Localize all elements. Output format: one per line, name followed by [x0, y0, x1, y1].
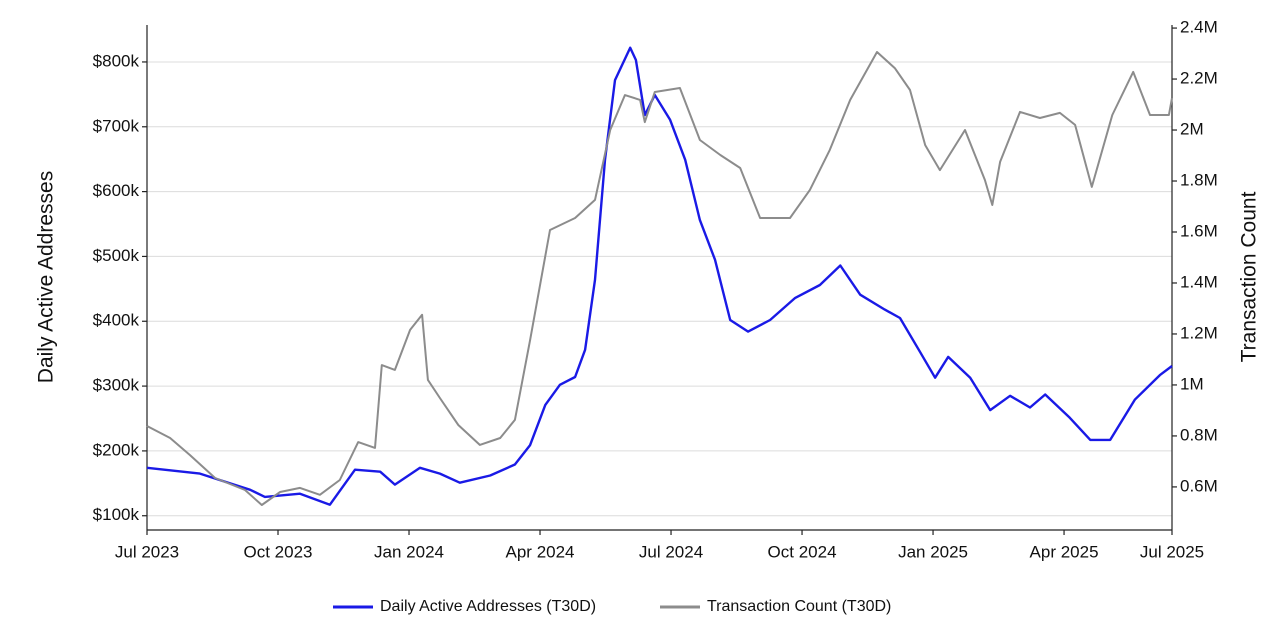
y2-tick-label: 2.4M: [1180, 18, 1218, 37]
y-tick-label: $800k: [93, 51, 140, 70]
x-tick-label: Apr 2024: [506, 542, 575, 561]
x-tick-label: Jul 2024: [639, 542, 703, 561]
y2-tick-label: 1.4M: [1180, 272, 1218, 291]
y-axis-title: Daily Active Addresses: [35, 171, 58, 383]
y-tick-label: $600k: [93, 181, 140, 200]
x-tick-label: Jul 2023: [115, 542, 179, 561]
series-line: [146, 51, 1173, 506]
y2-tick-label: 0.8M: [1180, 425, 1218, 444]
y-tick-label: $200k: [93, 440, 140, 459]
y2-tick-label: 2M: [1180, 120, 1204, 139]
legend-label: Transaction Count (T30D): [707, 598, 891, 615]
y2-tick-label: 1.8M: [1180, 170, 1218, 189]
x-tick-label: Oct 2024: [768, 542, 837, 561]
x-tick-label: Jul 2025: [1140, 542, 1204, 561]
series-line: [146, 46, 1173, 506]
legend-label: Daily Active Addresses (T30D): [380, 598, 596, 615]
y2-tick-label: 2.2M: [1180, 69, 1218, 88]
y2-axis-title: Transaction Count: [1238, 191, 1261, 362]
y2-tick-label: 1M: [1180, 374, 1204, 393]
y-tick-label: $100k: [93, 505, 140, 524]
x-tick-label: Jan 2024: [374, 542, 444, 561]
x-tick-label: Jan 2025: [898, 542, 968, 561]
y2-tick-label: 0.6M: [1180, 476, 1218, 495]
y-tick-label: $300k: [93, 376, 140, 395]
x-tick-label: Apr 2025: [1030, 542, 1099, 561]
x-tick-label: Oct 2023: [244, 542, 313, 561]
y-tick-label: $400k: [93, 311, 140, 330]
y2-tick-label: 1.2M: [1180, 323, 1218, 342]
y2-tick-label: 1.6M: [1180, 221, 1218, 240]
y-tick-label: $500k: [93, 246, 140, 265]
y-tick-label: $700k: [93, 116, 140, 135]
